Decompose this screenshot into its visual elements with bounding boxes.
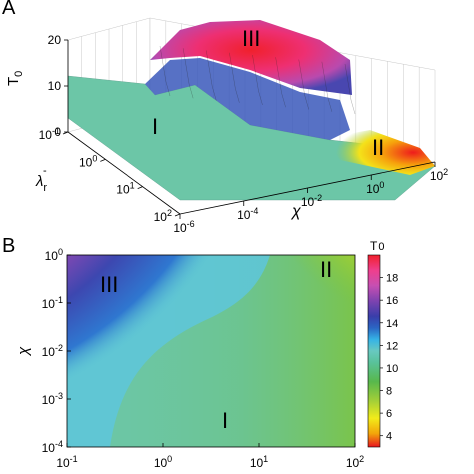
surface-ridge-line [298,59,309,110]
lambda-tick-mark [62,131,69,135]
lambda-tick-mark [174,213,181,217]
heatmap-region-II: II [320,257,332,282]
colorbar-tick-label: 8 [386,386,392,398]
lambda-tick-mark [100,158,106,162]
colorbar-title-main: T [370,239,378,253]
z-axis-label-main: T [5,77,22,86]
chi-tick-label-exponent: -6 [187,219,195,229]
panel-a-label: A [2,0,16,19]
heatmap-y-tick-label-exponent: -2 [55,343,63,353]
lambda-axis-line [67,131,181,215]
colorbar-tick-label: 10 [386,363,398,375]
heatmap-x-tick-label: 102 [346,454,364,470]
lambda-axis-label-sup: - [43,165,47,177]
surface-ridge-line [344,63,356,115]
z-tick-label: 20 [48,33,62,47]
lambda-axis-label-sub: r [43,182,47,194]
heatmap-x-tick-label: 10-1 [56,454,77,470]
surface-region-II: II [372,135,384,160]
z-axis-label: T0 [5,71,25,86]
colorbar-tick-label: 16 [386,295,398,307]
heatmap-y-tick-label-exponent: -1 [55,295,63,305]
chi-tick-label: 102 [430,167,448,183]
lambda-tick-label-exponent: 1 [130,181,135,191]
colorbar-title: T0 [370,239,384,253]
heatmap-x-tick-label-exponent: 1 [263,454,268,464]
lambda-tick-label: 10-1 [39,126,60,142]
lambda-axis-label-main: λ [35,173,43,190]
colorbar-scale [367,254,381,448]
lambda-tick-label: 100 [79,153,97,169]
chi-tick-label: 10-2 [301,193,322,209]
chi-tick-label-exponent: -4 [250,206,258,216]
heatmap-y-tick-label: 10-1 [42,295,63,311]
colorbar-tick-label: 6 [386,408,392,420]
lambda-axis-label: λr [35,173,47,194]
colorbar-tick-label: 4 [386,431,392,443]
heatmap-y-tick-label: 100 [45,247,63,263]
surface-ridges [159,45,356,115]
lambda-tick-label-exponent: 0 [92,153,97,163]
colorbar: T0 18 16 14 12 10 8 6 4 [367,239,398,448]
heatmap-y-tick-label: 10-4 [42,439,63,455]
surface-blue-band [145,58,350,140]
heatmap-y-tick-label-exponent: -3 [55,391,63,401]
heatmap-x-tick-label-exponent: 2 [359,454,364,464]
colorbar-ticks: 18 16 14 12 10 8 6 4 [380,273,398,443]
heatmap-y-tick-label-exponent: -4 [55,439,63,449]
heatmap-region-III-field [67,255,267,430]
lambda-tick-label-exponent: 2 [167,208,172,218]
heatmap-y-tick-label: 10-3 [42,391,63,407]
heatmap [67,255,355,447]
surface-valley-region-II [325,130,435,175]
surface-ridge-line [321,61,333,112]
lambda-tick-mark [137,186,143,190]
chi-tick-label: 10-4 [237,206,258,222]
heatmap-region-III: III [100,272,118,297]
chi-tick-label-exponent: 2 [443,167,448,177]
heatmap-x-tick-label: 101 [250,454,268,470]
heatmap-y-tick-label: 10-2 [42,343,63,359]
heatmap-region-I: I [222,408,228,433]
colorbar-title-sub: 0 [378,241,384,253]
chi-tick-label-exponent: 0 [379,180,384,190]
colorbar-tick-label: 18 [386,273,398,285]
surface-region-I: I [152,114,158,139]
colorbar-tick-label: 14 [386,318,398,330]
surface-ridge-line [182,48,194,99]
z-tick-label: 0 [54,125,61,139]
lambda-tick-label: 102 [154,208,172,224]
chi-tick-label-exponent: -2 [314,193,322,203]
surface-ridge-line [229,52,240,103]
heatmap-x-tick-label-exponent: -1 [70,454,78,464]
surface-ridge-line [275,57,286,108]
surface-ridge-line [159,45,171,97]
chi-tick-label: 10-6 [173,219,194,235]
z-axis-label-sub: 0 [13,71,25,77]
chi-axis-label: χ [290,203,301,220]
heatmap-region-labels: III II I [100,257,332,433]
panel-a-region-labels: I II III [152,26,384,160]
heatmap-x-tick-label-exponent: 0 [167,454,172,464]
surface-ridge-line [252,54,263,106]
heatmap-x-tick-label: 100 [154,454,172,470]
surface-ridge-line [206,50,217,101]
surface-region-III: III [242,26,260,51]
panel-b-label: B [2,235,15,257]
lambda-tick-label-exponent: -1 [52,126,60,136]
z-tick-label: 10 [48,79,62,93]
heatmap-region-II-field [265,255,355,325]
heatmap-y-axis-label: χ [15,346,32,357]
heatmap-y-tick-label-exponent: 0 [58,247,63,257]
colorbar-tick-label: 12 [386,340,398,352]
lambda-tick-label: 101 [116,181,134,197]
